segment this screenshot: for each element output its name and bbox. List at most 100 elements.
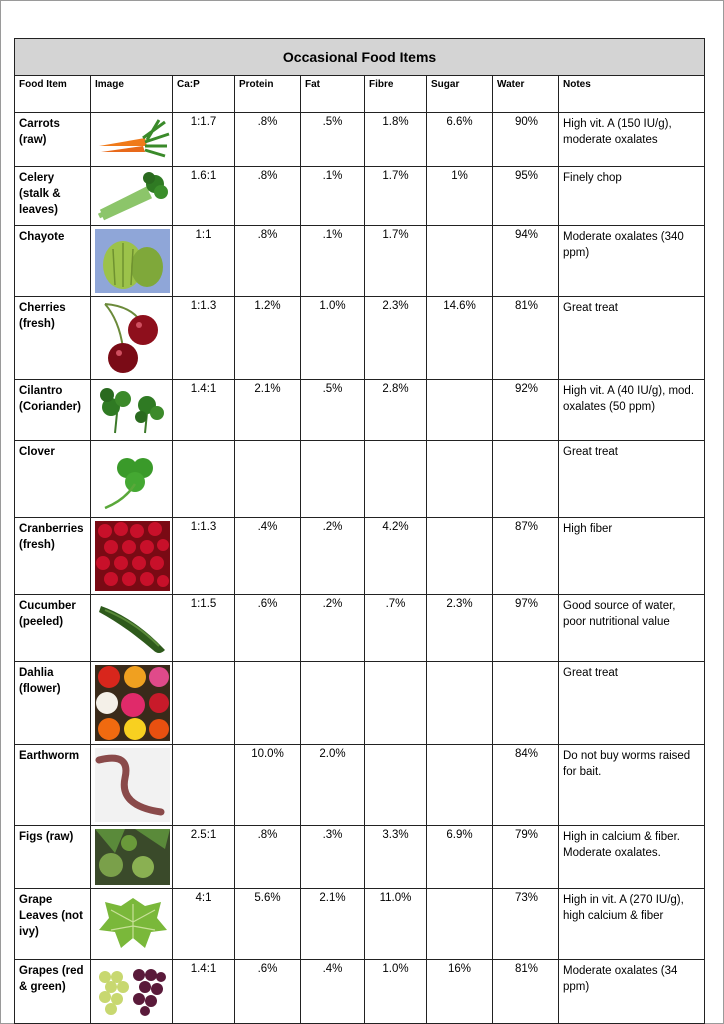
table-row: Clover Great treat xyxy=(14,440,706,518)
sugar-value: 6.9% xyxy=(426,825,493,889)
cap-value xyxy=(172,661,235,745)
fibre-value: 2.8% xyxy=(364,379,427,441)
food-image xyxy=(90,825,173,889)
fat-value xyxy=(300,440,365,518)
notes-value: Great treat xyxy=(557,440,706,518)
table-row: Cranberries (fresh) 1:1.3 .4% .2% 4.2% 8… xyxy=(14,517,706,595)
grape-leaf-icon xyxy=(95,892,170,956)
protein-value: .8% xyxy=(234,166,301,226)
protein-value xyxy=(234,440,301,518)
table-row: Carrots (raw) 1:1.7 .8% .5% 1.8% 6.6% 90… xyxy=(14,112,706,167)
fat-value: .1% xyxy=(300,225,365,297)
water-value: 87% xyxy=(492,517,559,595)
header-fat: Fat xyxy=(300,75,365,113)
cap-value: 1:1.7 xyxy=(172,112,235,167)
cap-value: 1:1.3 xyxy=(172,296,235,380)
notes-value: High in calcium & fiber. Moderate oxalat… xyxy=(557,825,706,889)
header-protein: Protein xyxy=(234,75,301,113)
cap-value: 4:1 xyxy=(172,888,235,960)
cap-value xyxy=(172,440,235,518)
chayote-icon xyxy=(95,229,170,293)
food-image xyxy=(90,112,173,167)
fat-value: .4% xyxy=(300,959,365,1024)
header-food-item: Food Item xyxy=(14,75,91,113)
water-value xyxy=(492,661,559,745)
cranberries-icon xyxy=(95,521,170,591)
sugar-value xyxy=(426,440,493,518)
sugar-value xyxy=(426,517,493,595)
food-image xyxy=(90,379,173,441)
sugar-value: 16% xyxy=(426,959,493,1024)
food-name: Dahlia (flower) xyxy=(14,661,91,745)
protein-value: 2.1% xyxy=(234,379,301,441)
water-value: 97% xyxy=(492,594,559,662)
protein-value: 1.2% xyxy=(234,296,301,380)
food-name: Cilantro (Coriander) xyxy=(14,379,91,441)
table-row: Earthworm 10.0% 2.0% 84% Do not buy worm… xyxy=(14,744,706,826)
table-row: Cilantro (Coriander) 1.4:1 2.1% .5% 2.8%… xyxy=(14,379,706,441)
cilantro-icon xyxy=(95,383,170,437)
dahlia-icon xyxy=(95,665,170,741)
table-row: Cherries (fresh) 1:1.3 1.2% 1.0% 2.3% 14… xyxy=(14,296,706,380)
food-table: Occasional Food Items Food Item Image Ca… xyxy=(13,38,706,1024)
celery-icon xyxy=(95,170,170,222)
header-ca-p: Ca:P xyxy=(172,75,235,113)
sugar-value: 14.6% xyxy=(426,296,493,380)
fibre-value: 1.8% xyxy=(364,112,427,167)
food-image xyxy=(90,888,173,960)
header-fibre: Fibre xyxy=(364,75,427,113)
notes-value: High vit. A (150 IU/g), moderate oxalate… xyxy=(557,112,706,167)
notes-value: Great treat xyxy=(557,661,706,745)
earthworm-icon xyxy=(95,748,170,822)
table-row: Chayote 1:1 .8% .1% 1.7% 94% Moderate ox… xyxy=(14,225,706,297)
cap-value: 1.4:1 xyxy=(172,379,235,441)
fibre-value: 1.7% xyxy=(364,225,427,297)
food-image xyxy=(90,440,173,518)
fat-value: 2.0% xyxy=(300,744,365,826)
protein-value: .8% xyxy=(234,825,301,889)
protein-value: .6% xyxy=(234,594,301,662)
water-value: 90% xyxy=(492,112,559,167)
water-value: 79% xyxy=(492,825,559,889)
header-water: Water xyxy=(492,75,559,113)
food-name: Carrots (raw) xyxy=(14,112,91,167)
notes-value: Good source of water, poor nutritional v… xyxy=(557,594,706,662)
food-name: Cucumber (peeled) xyxy=(14,594,91,662)
fat-value: 1.0% xyxy=(300,296,365,380)
table-row: Figs (raw) 2.5:1 .8% .3% 3.3% 6.9% 79% H… xyxy=(14,825,706,889)
notes-value: High in vit. A (270 IU/g), high calcium … xyxy=(557,888,706,960)
food-image xyxy=(90,517,173,595)
fat-value: .2% xyxy=(300,517,365,595)
cap-value: 1:1 xyxy=(172,225,235,297)
cap-value xyxy=(172,744,235,826)
notes-value: Great treat xyxy=(557,296,706,380)
clover-icon xyxy=(95,444,170,514)
water-value: 94% xyxy=(492,225,559,297)
food-image xyxy=(90,744,173,826)
fat-value: .5% xyxy=(300,112,365,167)
protein-value: 10.0% xyxy=(234,744,301,826)
food-name: Cherries (fresh) xyxy=(14,296,91,380)
notes-value: Moderate oxalates (340 ppm) xyxy=(557,225,706,297)
food-image xyxy=(90,166,173,226)
food-name: Figs (raw) xyxy=(14,825,91,889)
notes-value: Finely chop xyxy=(557,166,706,226)
sugar-value: 6.6% xyxy=(426,112,493,167)
sugar-value xyxy=(426,661,493,745)
food-image xyxy=(90,661,173,745)
cap-value: 1.6:1 xyxy=(172,166,235,226)
fibre-value: 1.7% xyxy=(364,166,427,226)
food-image xyxy=(90,225,173,297)
fat-value xyxy=(300,661,365,745)
protein-value: .8% xyxy=(234,225,301,297)
fibre-value: 1.0% xyxy=(364,959,427,1024)
cap-value: 1.4:1 xyxy=(172,959,235,1024)
fat-value: .3% xyxy=(300,825,365,889)
header-image: Image xyxy=(90,75,173,113)
cap-value: 2.5:1 xyxy=(172,825,235,889)
protein-value: .6% xyxy=(234,959,301,1024)
fibre-value: 11.0% xyxy=(364,888,427,960)
food-name: Grape Leaves (not ivy) xyxy=(14,888,91,960)
sugar-value: 2.3% xyxy=(426,594,493,662)
header-row: Food Item Image Ca:P Protein Fat Fibre S… xyxy=(14,75,706,113)
